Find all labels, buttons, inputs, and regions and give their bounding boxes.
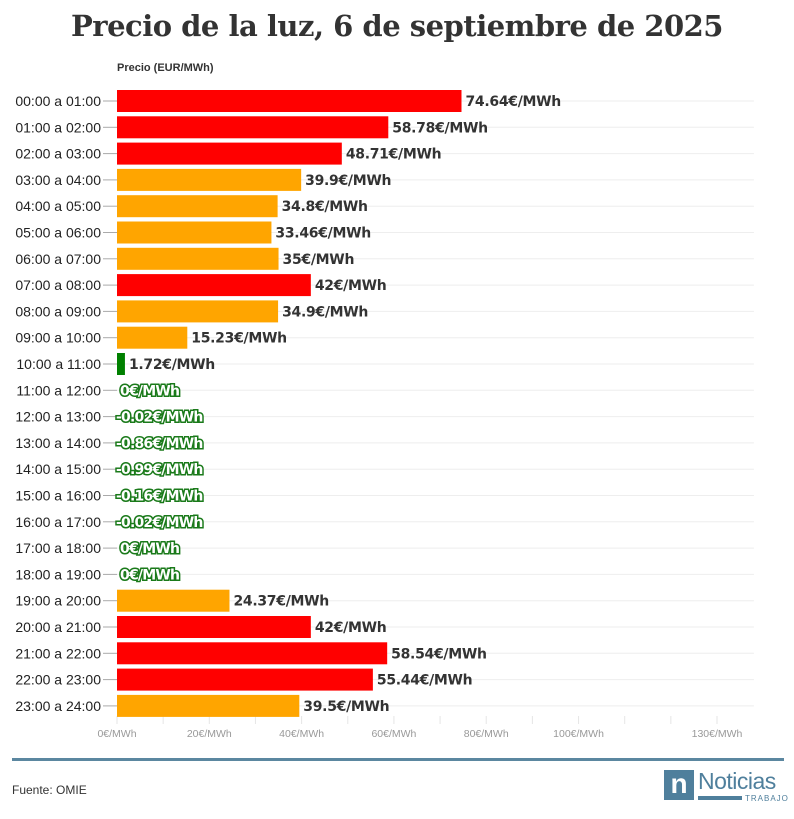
bar (117, 300, 279, 323)
bar (117, 247, 279, 270)
y-tick-label: 02:00 a 03:00 (15, 146, 101, 162)
x-tick-label: 80€/MWh (464, 728, 509, 740)
x-tick-label: 60€/MWh (371, 728, 416, 740)
data-label: 24.37€/MWh (233, 594, 328, 610)
y-tick-label: 12:00 a 13:00 (15, 409, 101, 425)
y-tick-label: 21:00 a 22:00 (15, 645, 101, 661)
y-tick-label: 23:00 a 24:00 (15, 698, 101, 714)
data-label: 39.5€/MWh (303, 699, 389, 715)
data-label: -0.16€/MWh (116, 489, 203, 505)
data-label: 42€/MWh (315, 620, 387, 636)
y-tick-label: 07:00 a 08:00 (15, 277, 101, 293)
data-label: 58.78€/MWh (392, 120, 487, 136)
y-tick-label: 16:00 a 17:00 (15, 514, 101, 530)
x-tick-label: 100€/MWh (553, 728, 604, 740)
bar (117, 116, 389, 139)
data-label: 42€/MWh (315, 278, 387, 294)
data-label: 0€/MWh (120, 567, 179, 583)
y-tick-label: 08:00 a 09:00 (15, 303, 101, 319)
logo-text: Noticias (698, 768, 776, 794)
data-label: 33.46€/MWh (275, 226, 370, 242)
y-tick-label: 06:00 a 07:00 (15, 251, 101, 267)
logo: n Noticias TRABAJO (664, 770, 790, 806)
y-tick-label: 17:00 a 18:00 (15, 540, 101, 556)
y-tick-label: 09:00 a 10:00 (15, 330, 101, 346)
data-label: 15.23€/MWh (191, 331, 286, 347)
bar (117, 90, 462, 112)
data-label: -0.02€/MWh (116, 410, 203, 426)
x-tick-label: 0€/MWh (97, 728, 136, 740)
data-label: 34.9€/MWh (282, 304, 368, 320)
x-tick-label: 40€/MWh (279, 728, 324, 740)
y-tick-label: 03:00 a 04:00 (15, 172, 101, 188)
data-label: 34.8€/MWh (282, 199, 368, 215)
divider (12, 758, 784, 761)
y-tick-label: 10:00 a 11:00 (16, 356, 101, 372)
bar (117, 195, 278, 218)
y-tick-label: 15:00 a 16:00 (15, 488, 101, 504)
bar (117, 221, 272, 244)
bar (117, 642, 388, 665)
bar (117, 589, 230, 612)
data-label: -0.99€/MWh (116, 462, 203, 478)
y-tick-label: 04:00 a 05:00 (15, 198, 101, 214)
data-label: 1.72€/MWh (129, 357, 215, 373)
data-label: 55.44€/MWh (377, 673, 472, 689)
logo-subtext: TRABAJO (745, 794, 789, 803)
bar (117, 353, 125, 375)
x-tick-label: 130€/MWh (692, 728, 743, 740)
data-label: 74.64€/MWh (465, 94, 560, 110)
data-label: 0€/MWh (120, 383, 179, 399)
y-tick-label: 14:00 a 15:00 (15, 461, 101, 477)
data-label: -0.02€/MWh (116, 515, 203, 531)
bar (117, 694, 300, 717)
y-tick-label: 05:00 a 06:00 (15, 225, 101, 241)
data-label: 39.9€/MWh (305, 173, 391, 189)
axis-label: Precio (EUR/MWh) (117, 62, 214, 74)
bar (117, 142, 342, 165)
bar (117, 616, 311, 638)
data-label: 35€/MWh (283, 252, 355, 268)
data-label: -0.86€/MWh (116, 436, 203, 452)
data-label: 0€/MWh (120, 541, 179, 557)
x-tick-label: 20€/MWh (187, 728, 232, 740)
y-tick-label: 19:00 a 20:00 (15, 593, 101, 609)
logo-bar (698, 796, 742, 800)
logo-mark: n (664, 770, 694, 800)
data-label: 58.54€/MWh (391, 646, 486, 662)
y-tick-label: 01:00 a 02:00 (15, 119, 101, 135)
source-note: Fuente: OMIE (12, 783, 87, 797)
bar (117, 668, 373, 691)
bar (117, 326, 188, 349)
y-tick-label: 00:00 a 01:00 (15, 93, 101, 109)
y-tick-label: 18:00 a 19:00 (15, 566, 101, 582)
y-tick-label: 20:00 a 21:00 (15, 619, 101, 635)
bar (117, 168, 302, 191)
chart-title: Precio de la luz, 6 de septiembre de 202… (71, 9, 723, 43)
y-tick-label: 22:00 a 23:00 (15, 672, 101, 688)
bar (117, 274, 311, 297)
data-label: 48.71€/MWh (346, 147, 441, 163)
y-tick-label: 13:00 a 14:00 (15, 435, 101, 451)
y-tick-label: 11:00 a 12:00 (16, 382, 101, 398)
plot-area: 0€/MWh 20€/MWh 40€/MWh 60€/MWh 80€/MWh 100€/M… (15, 90, 754, 740)
